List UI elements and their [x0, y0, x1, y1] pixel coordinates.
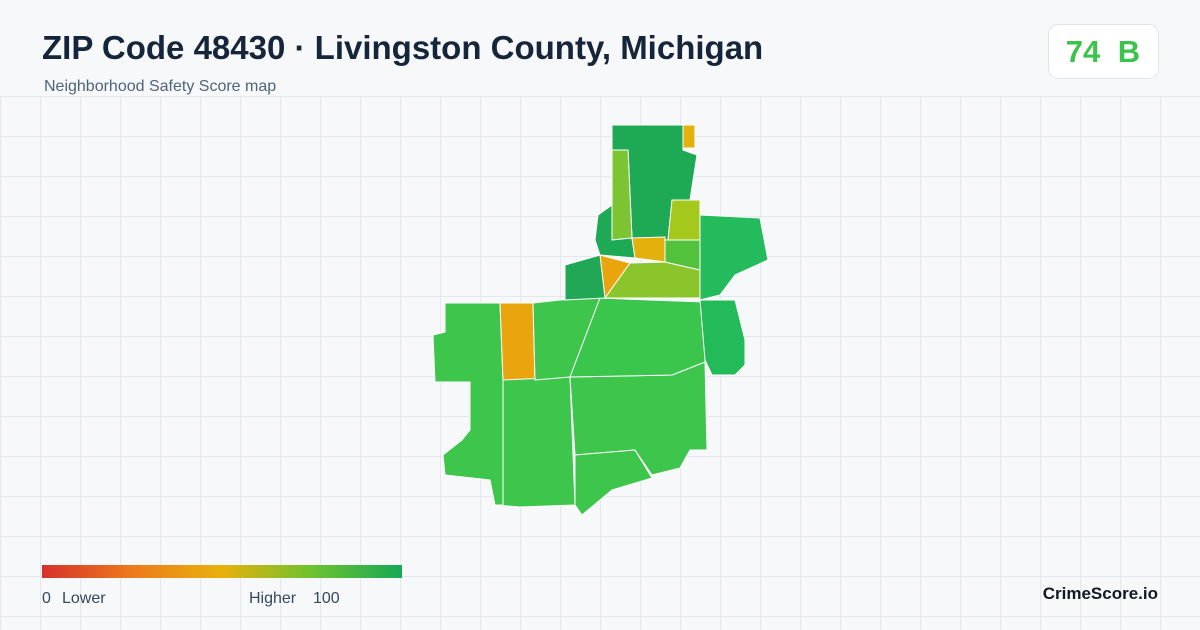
region	[564, 254, 606, 301]
legend-scale	[42, 565, 402, 578]
legend-min: 0	[42, 590, 51, 607]
legend-max-label: Higher	[249, 590, 297, 607]
score-badge: 74 B	[1048, 24, 1159, 79]
region	[667, 199, 701, 241]
region	[432, 302, 504, 506]
region	[494, 376, 576, 508]
score-value: 74	[1066, 34, 1101, 69]
subtitle: Neighborhood Safety Score map	[44, 78, 276, 95]
region	[664, 239, 701, 271]
region	[699, 299, 746, 376]
region	[682, 124, 696, 149]
brand: CrimeScore.io	[1043, 584, 1158, 603]
zip-map	[432, 124, 769, 516]
region	[604, 261, 701, 299]
legend-min-label: Lower	[62, 590, 106, 607]
region	[699, 214, 769, 301]
region	[499, 302, 536, 381]
region	[574, 449, 653, 516]
score-box	[1048, 24, 1159, 79]
region	[569, 297, 706, 378]
region	[631, 236, 666, 263]
title: ZIP Code 48430 · Livingston County, Mich…	[42, 29, 763, 66]
region	[611, 149, 633, 241]
legend-max: 100	[313, 590, 340, 607]
score-grade: B	[1118, 34, 1140, 69]
